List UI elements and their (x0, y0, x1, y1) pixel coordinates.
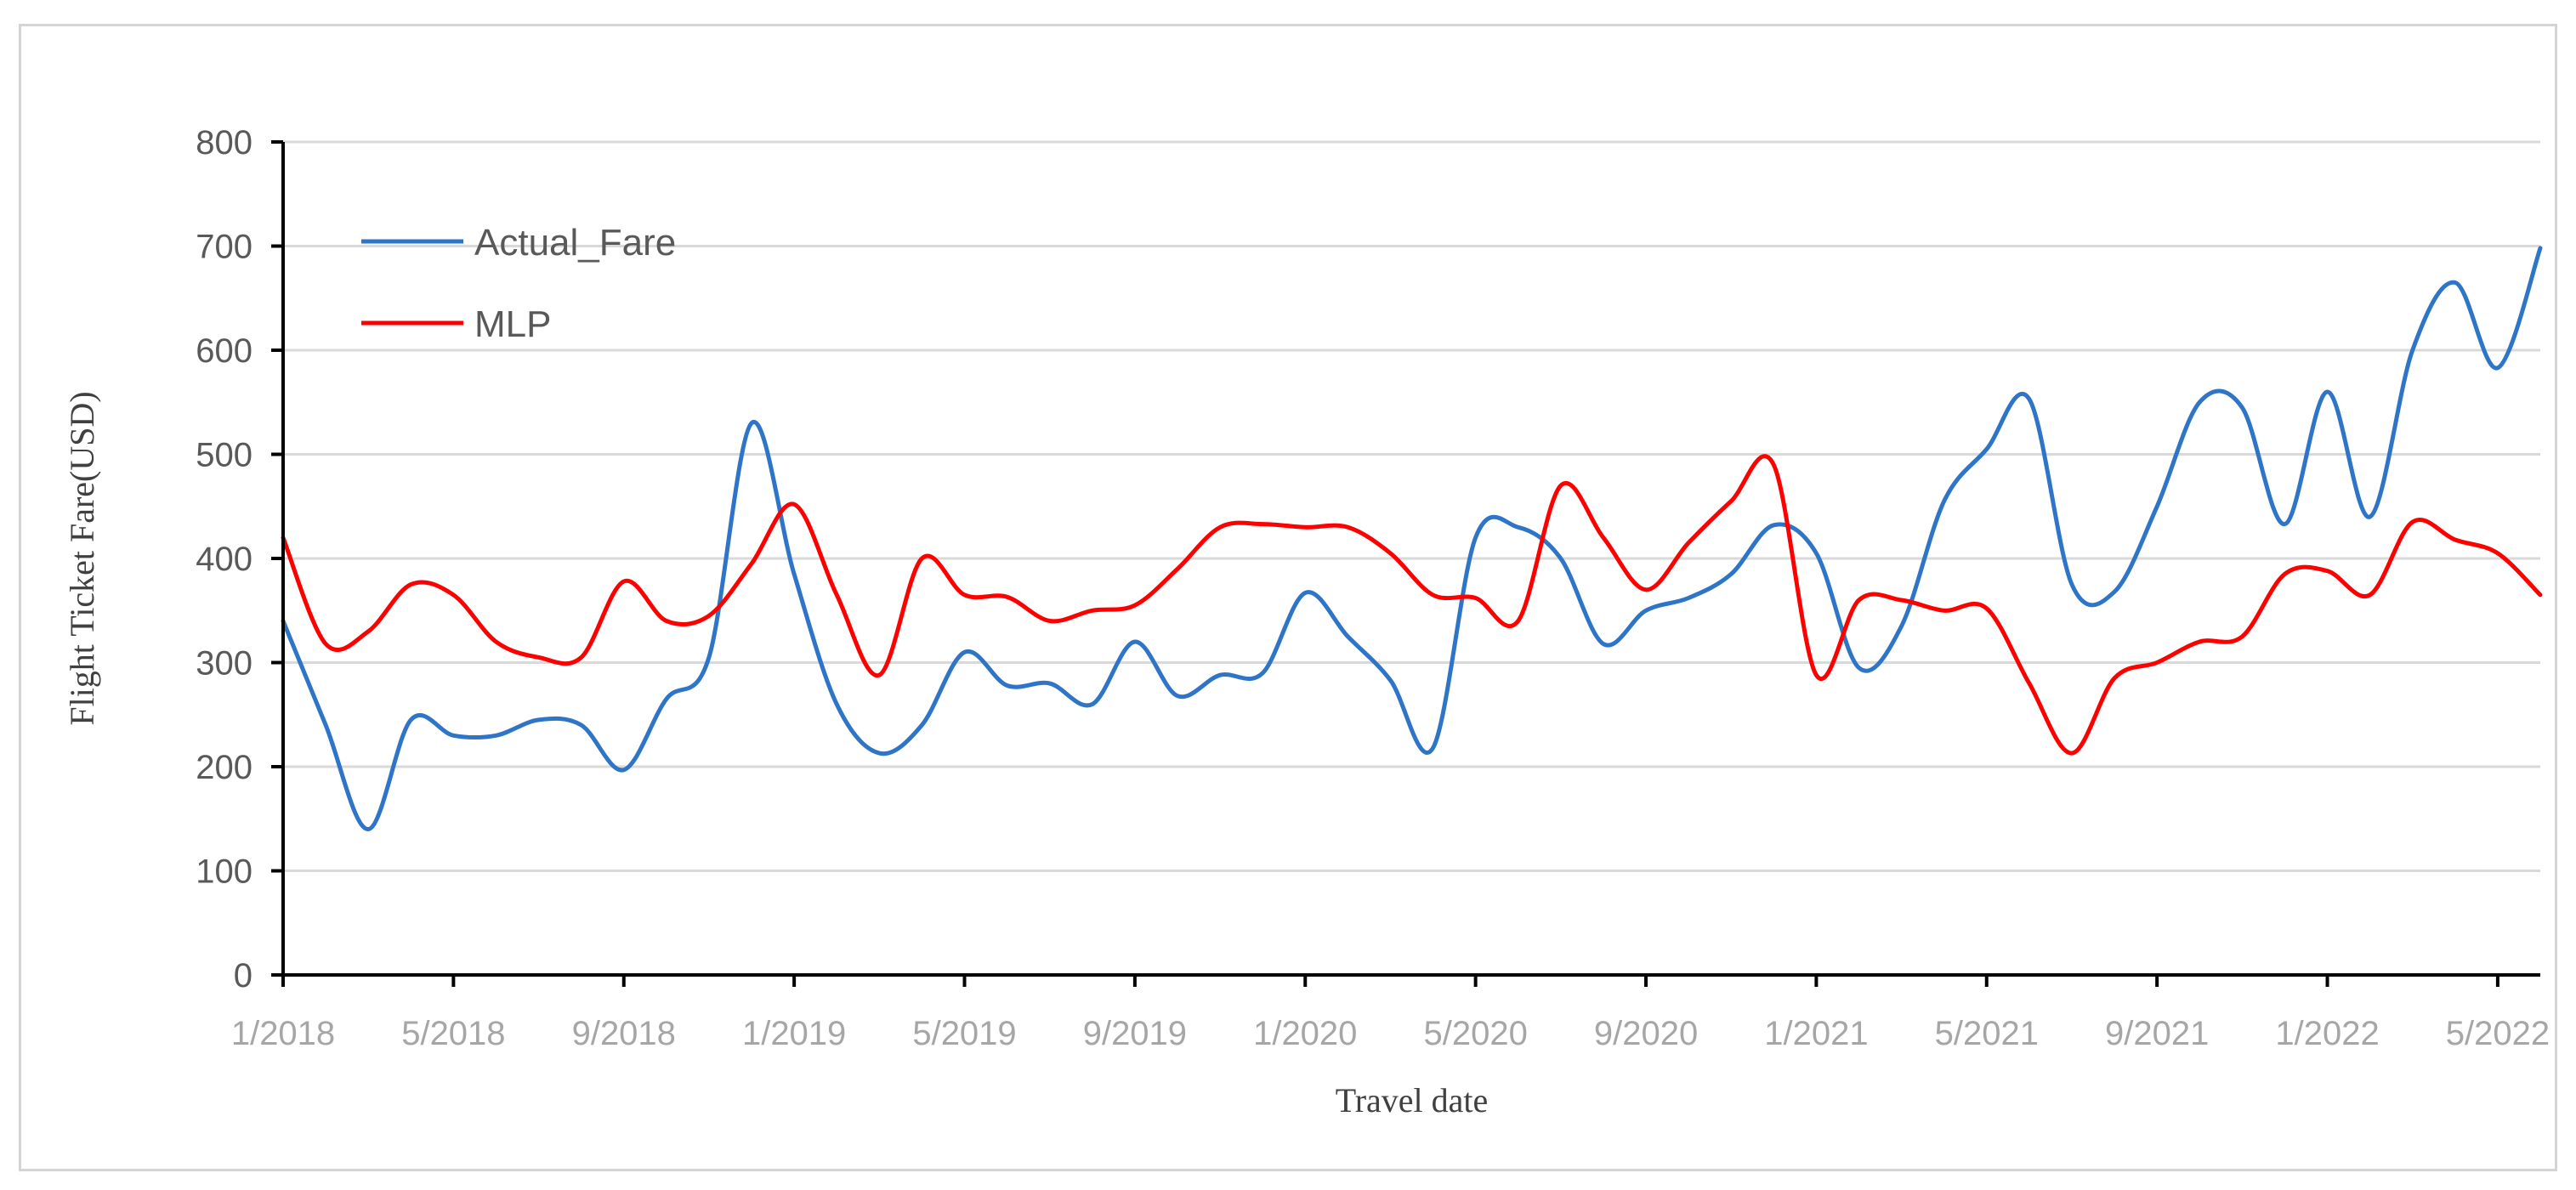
x-tick-label: 5/2020 (1423, 1015, 1527, 1052)
series-line-actual-fare (281, 246, 2543, 831)
y-tick-label: 700 (196, 229, 252, 266)
x-tick-labels: 1/2018 5/2018 9/2018 1/2019 5/2019 9/2019 1/20… (231, 1015, 2550, 1052)
y-tick-label: 500 (196, 437, 252, 474)
y-tick-label: 800 (196, 124, 252, 162)
x-tick-label: 5/2018 (401, 1015, 505, 1052)
x-tick-label: 9/2020 (1594, 1015, 1698, 1052)
x-tick-label: 1/2021 (1764, 1015, 1868, 1052)
y-tick-label: 400 (196, 541, 252, 578)
series-lines (281, 246, 2543, 831)
x-tick-label: 5/2022 (2446, 1015, 2550, 1052)
y-tick-label: 100 (196, 853, 252, 891)
y-tick-label: 200 (196, 749, 252, 786)
x-axis-title: Travel date (1336, 1081, 1489, 1119)
x-tick-label: 1/2018 (231, 1015, 335, 1052)
x-tick-label: 1/2020 (1253, 1015, 1357, 1052)
x-tick-label: 5/2019 (912, 1015, 1016, 1052)
y-tick-labels: 0 100 200 300 400 500 600 700 800 (196, 124, 252, 994)
legend: Actual_Fare MLP (361, 222, 676, 345)
chart-frame (19, 24, 2557, 1171)
legend-label: Actual_Fare (474, 222, 676, 264)
legend-label: MLP (474, 303, 551, 345)
y-tick-label: 300 (196, 645, 252, 683)
x-tick-label: 1/2019 (742, 1015, 846, 1052)
gridlines (283, 140, 2540, 872)
x-tick-label: 1/2022 (2275, 1015, 2379, 1052)
x-tick-label: 9/2021 (2105, 1015, 2209, 1052)
x-tick-label: 5/2021 (1935, 1015, 2039, 1052)
x-tick-label: 9/2018 (572, 1015, 676, 1052)
y-tick-label: 600 (196, 332, 252, 370)
y-axis-title: Flight Ticket Fare(USD) (63, 391, 101, 725)
series-line-mlp (281, 454, 2543, 756)
axes (271, 140, 2540, 987)
y-tick-label: 0 (234, 957, 252, 994)
x-tick-label: 9/2019 (1083, 1015, 1187, 1052)
